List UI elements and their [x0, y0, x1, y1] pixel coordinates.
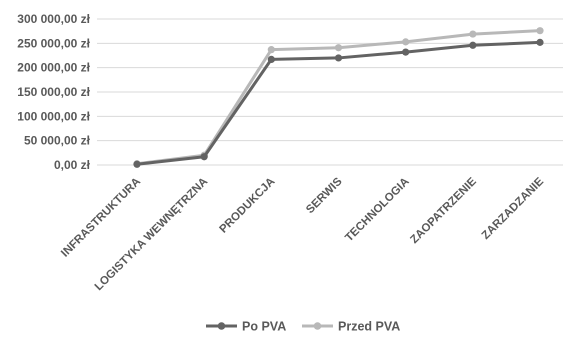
- data-point: [133, 160, 141, 168]
- data-point: [469, 30, 477, 38]
- series-lines: [133, 27, 544, 168]
- x-tick-label: PRODUKCJA: [217, 176, 277, 236]
- data-point: [402, 48, 410, 56]
- x-tick-label: TECHNOLOGIA: [343, 176, 412, 245]
- data-point: [267, 46, 275, 54]
- y-axis-tick-labels: 0,00 zł 50 000,00 zł 100 000,00 zł 150 000,…: [17, 12, 90, 172]
- x-tick-label: ZARZADZANIE: [480, 175, 547, 242]
- y-tick-label: 150 000,00 zł: [17, 85, 90, 99]
- data-point: [334, 44, 343, 52]
- data-point: [536, 38, 544, 46]
- x-tick-label: SERWIS: [304, 175, 345, 216]
- y-tick-label: 200 000,00 zł: [17, 61, 90, 75]
- data-point: [536, 27, 544, 35]
- legend-item: Po PVA: [206, 320, 286, 334]
- series-0: [133, 38, 544, 168]
- data-point: [402, 38, 410, 46]
- legend: Po PVA Przed PVA: [206, 320, 400, 334]
- legend-swatch-marker: [313, 322, 322, 330]
- legend-swatch-marker: [217, 322, 226, 330]
- data-point: [469, 41, 477, 49]
- gridlines: [97, 18, 563, 166]
- data-point: [267, 55, 275, 63]
- y-tick-label: 50 000,00 zł: [24, 134, 91, 148]
- y-tick-label: 250 000,00 zł: [17, 36, 90, 50]
- x-tick-label: ZAOPATRZENIE: [408, 175, 479, 246]
- legend-label: Przed PVA: [338, 320, 400, 334]
- series-1: [133, 27, 544, 168]
- data-point: [200, 153, 208, 161]
- x-tick-label: LOGISTYKA WEWNĘTRZNA: [93, 176, 211, 294]
- y-tick-label: 300 000,00 zł: [17, 12, 90, 26]
- legend-label: Po PVA: [242, 320, 286, 334]
- y-tick-label: 0,00 zł: [54, 158, 91, 172]
- data-point: [334, 54, 343, 62]
- y-tick-label: 100 000,00 zł: [17, 109, 90, 123]
- legend-item: Przed PVA: [302, 320, 400, 334]
